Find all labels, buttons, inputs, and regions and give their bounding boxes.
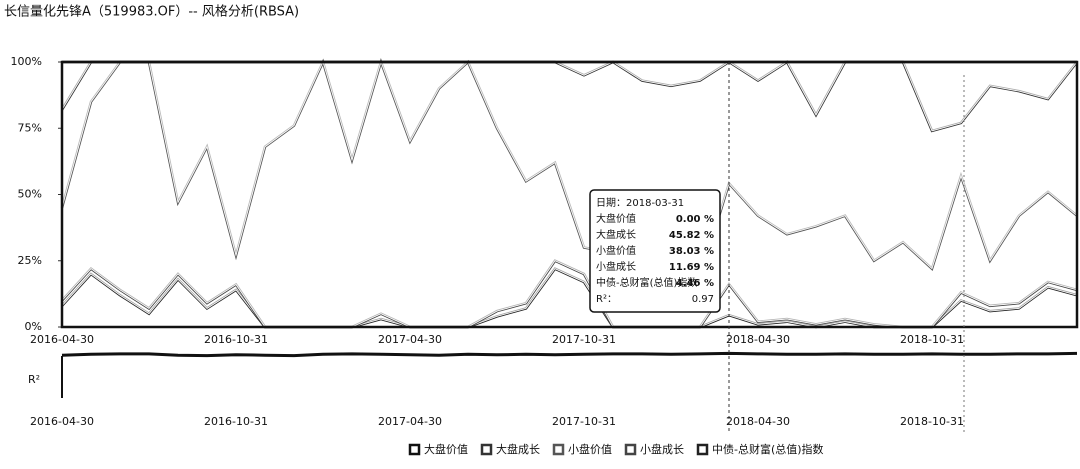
tooltip-value: 0.97 (692, 294, 714, 305)
area (62, 62, 1077, 280)
x-tick-label: 2018-10-31 (900, 415, 964, 428)
tooltip: 日期：2018-03-31 大盘价值 0.00 % 大盘成长 45.82 % 小盘价值 38… (589, 189, 721, 313)
tooltip-value: 11.69 % (669, 262, 714, 273)
legend-swatch (552, 443, 565, 456)
legend-label: 大盘成长 (496, 442, 540, 456)
plot-frame (60, 60, 1079, 329)
area (62, 62, 1077, 131)
area (62, 268, 1077, 327)
tooltip-date: 日期：2018-03-31 (596, 197, 684, 209)
y-tick-label: 0% (25, 320, 42, 333)
r2-axis-label: R² (28, 373, 40, 386)
y-tick-label: 75% (18, 121, 42, 134)
area (62, 260, 1077, 327)
tooltip-name: 小盘成长 (596, 260, 636, 273)
x-tick-label: 2017-10-31 (552, 415, 616, 428)
tooltip-value: 38.03 % (669, 246, 714, 257)
x-tick-label: 2017-10-31 (552, 333, 616, 346)
tooltip-name: R²： (596, 294, 617, 305)
tooltip-name: 大盘成长 (596, 228, 636, 241)
r2-line (61, 351, 1078, 358)
tooltip-box (589, 189, 721, 313)
x-tick-label: 2016-04-30 (30, 415, 94, 428)
legend-swatch (480, 443, 493, 456)
legend-swatch (696, 443, 709, 456)
tooltip-value: 45.82 % (669, 230, 714, 241)
legend-label: 大盘价值 (424, 442, 468, 456)
chart-title: 长信量化先锋A（519983.OF）-- 风格分析(RBSA) (4, 4, 299, 20)
x-tick-label: 2018-04-30 (726, 333, 790, 346)
tooltip-value: 4.46 % (676, 278, 714, 289)
legend-label: 小盘价值 (568, 442, 612, 456)
tooltip-name: 大盘价值 (596, 212, 636, 225)
legend-swatch (408, 443, 421, 456)
legend-label: 小盘成长 (640, 442, 684, 456)
tooltip-value: 0.00 % (676, 214, 714, 225)
x-tick-label: 2017-04-30 (378, 415, 442, 428)
x-tick-label: 2018-10-31 (900, 333, 964, 346)
x-tick-label: 2016-04-30 (30, 333, 94, 346)
x-tick-label: 2018-04-30 (726, 415, 790, 428)
tooltip-name: 中债-总财富(总值)指数 (596, 276, 697, 289)
y-tick-label: 50% (18, 188, 42, 201)
legend-label: 中债-总财富(总值)指数 (712, 442, 824, 456)
x-tick-label: 2017-04-30 (378, 333, 442, 346)
area (62, 62, 1077, 327)
y-tick-label: 25% (18, 254, 42, 267)
tooltip-name: 小盘价值 (596, 244, 636, 257)
x-tick-label: 2016-10-31 (204, 333, 268, 346)
x-tick-label: 2016-10-31 (204, 415, 268, 428)
y-tick-label: 100% (11, 55, 42, 68)
legend-swatch (624, 443, 637, 456)
